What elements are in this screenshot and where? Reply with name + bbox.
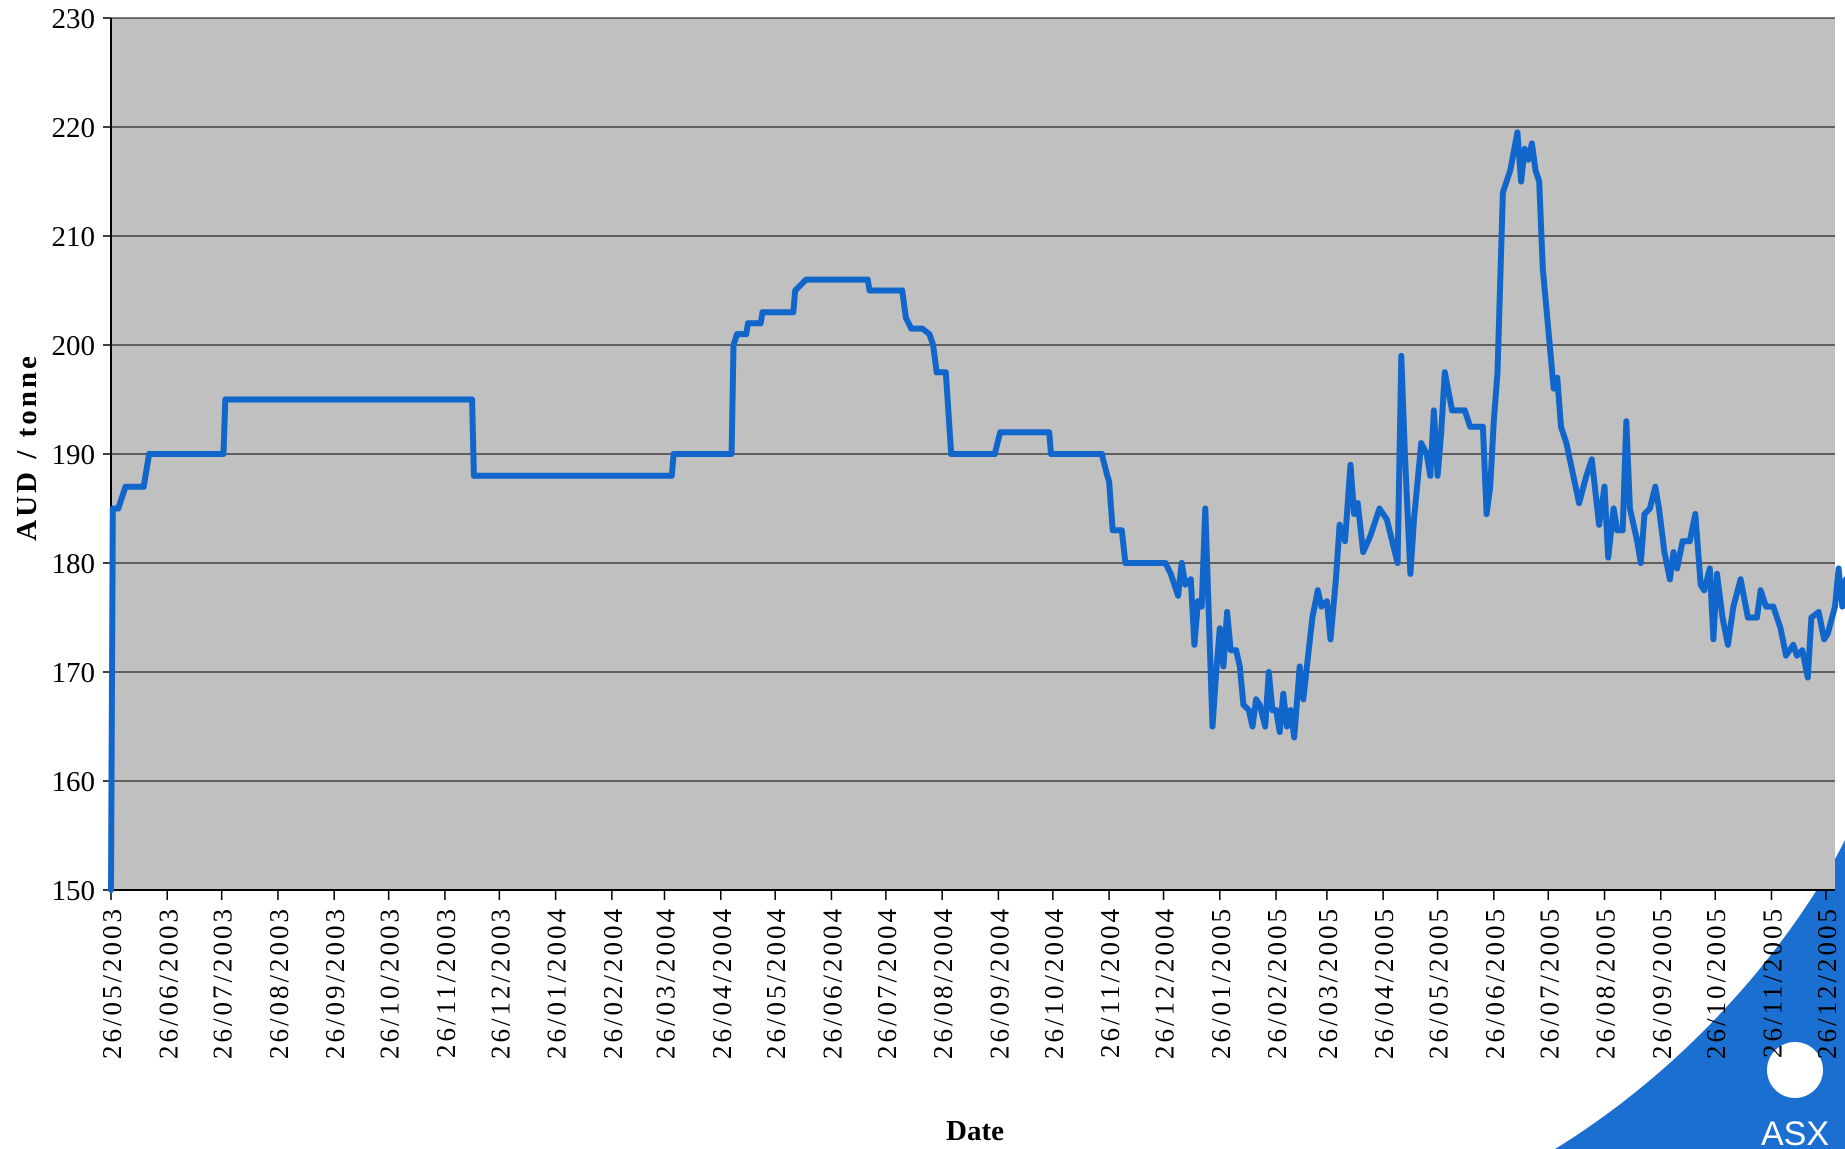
series-line [108,129,1845,893]
x-tick-label: 26/09/2003 [320,906,350,1059]
x-tick-label: 26/08/2005 [1591,906,1621,1059]
x-tick-label: 26/05/2004 [761,906,791,1059]
x-tick-label: 26/09/2004 [984,906,1014,1059]
x-tick-label: 26/10/2005 [1701,906,1731,1059]
x-tick-label: 26/10/2004 [1039,906,1069,1059]
x-tick-label: 26/04/2005 [1369,906,1399,1059]
y-tick-label: 210 [52,221,96,253]
x-tick-label: 26/08/2003 [264,906,294,1059]
x-tick-label: 26/05/2003 [97,906,127,1059]
y-tick-label: 150 [52,875,96,907]
x-axis-ticks: 26/05/2003 26/06/2003 26/07/2003 26/08/2003… [97,890,1842,1059]
x-tick-label: 26/06/2005 [1480,906,1510,1059]
x-tick-label: 26/02/2004 [598,906,628,1059]
x-tick-label: 26/11/2005 [1757,906,1787,1058]
x-tick-label: 26/07/2003 [208,906,238,1059]
x-tick-label: 26/07/2004 [872,906,902,1059]
y-tick-label: 180 [52,548,96,580]
x-tick-label: 26/11/2003 [431,906,461,1058]
x-tick-label: 26/01/2004 [542,906,572,1059]
x-tick-label: 26/02/2005 [1262,906,1292,1059]
asx-logo: ASX [1555,840,1845,1149]
y-tick-label: 220 [52,112,96,144]
x-tick-label: 26/03/2004 [650,906,680,1059]
x-axis-title: Date [946,1115,1004,1147]
x-tick-label: 26/12/2005 [1812,906,1842,1059]
logo-emblem-icon [1767,1042,1823,1098]
x-tick-label: 26/01/2005 [1206,906,1236,1059]
y-tick-label: 230 [52,3,96,35]
y-tick-label: 190 [52,439,96,471]
y-tick-label: 200 [52,330,96,362]
x-tick-label: 26/09/2005 [1647,906,1677,1059]
y-tick-label: 170 [52,657,96,689]
x-tick-label: 26/06/2003 [153,906,183,1059]
y-axis-ticks: 150 160 170 180 190 200 210 220 230 [52,3,111,907]
x-tick-label: 26/08/2004 [928,906,958,1059]
x-tick-label: 26/05/2005 [1424,906,1454,1059]
x-tick-label: 26/06/2004 [817,906,847,1059]
x-tick-label: 26/10/2003 [375,906,405,1059]
x-tick-label: 26/12/2003 [485,906,515,1059]
x-tick-label: 26/04/2004 [707,906,737,1059]
y-axis-title: AUD / tonne [11,353,43,541]
x-tick-label: 26/07/2005 [1534,906,1564,1059]
x-tick-label: 26/03/2005 [1313,906,1343,1059]
x-tick-label: 26/11/2004 [1095,906,1125,1058]
y-tick-label: 160 [52,766,96,798]
logo-text: ASX [1761,1115,1829,1149]
x-tick-label: 26/12/2004 [1150,906,1180,1059]
